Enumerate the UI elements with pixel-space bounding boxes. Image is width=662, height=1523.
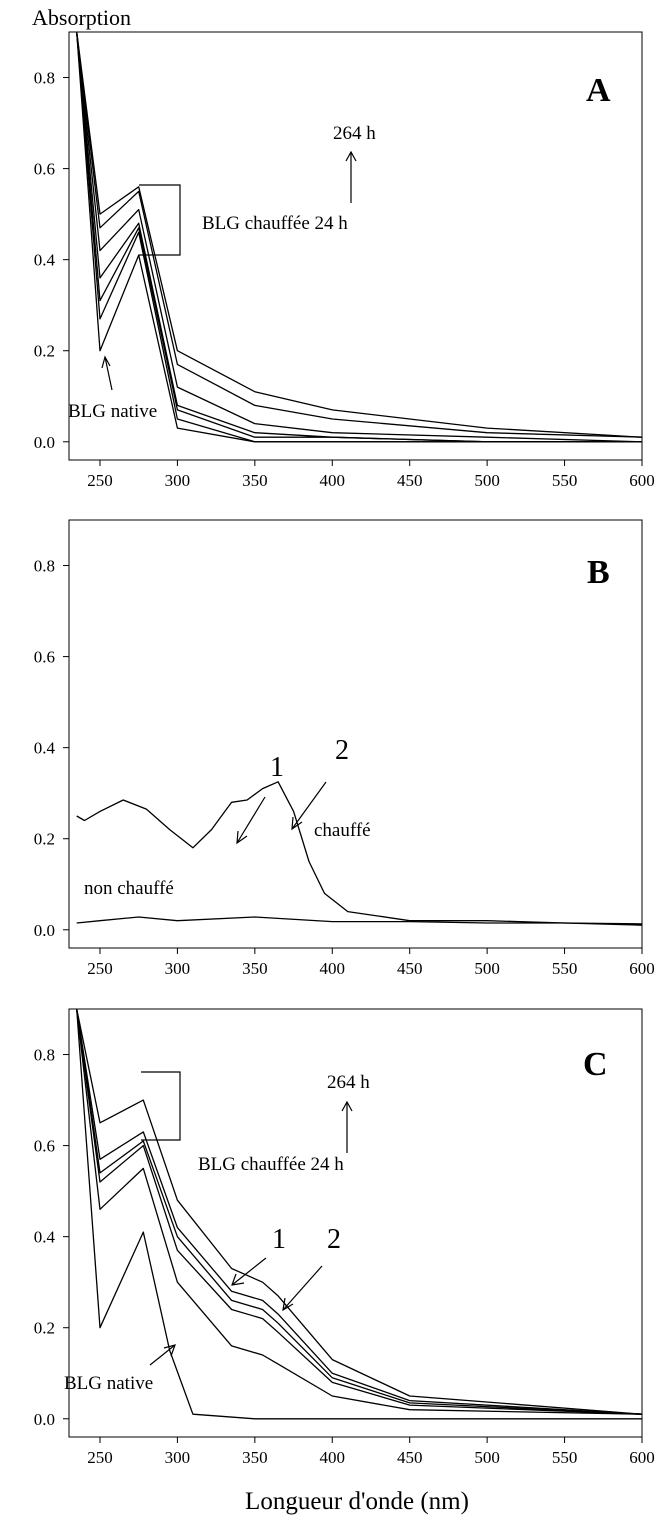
panel-a-native-label: BLG native (68, 401, 157, 422)
panel-c-peak-2-label: 2 (327, 1224, 341, 1255)
panel-c-ticks: 250 300 350 400 450 500 550 600 0.0 0.2 0.4 0.6 0.8 (34, 1046, 655, 1467)
panel-b-peak-1-label: 1 (270, 752, 284, 783)
panel-a-x-tick-label: 450 (397, 471, 423, 490)
panel-c-x-tick-label: 450 (397, 1448, 423, 1467)
panel-a-up-arrow (345, 150, 357, 203)
panel-a-bracket (139, 184, 181, 256)
panel-a-y-tick-label: 0.0 (34, 433, 55, 452)
panel-a-y-tick-label: 0.8 (34, 69, 55, 88)
panel-a-series-curve-6 (76, 31, 643, 438)
panel-c-peak-2-arrow (282, 1265, 323, 1312)
panel-a-letter: A (586, 72, 611, 109)
panel-b-y-tick-label: 0.8 (34, 557, 55, 576)
panel-c-y-tick-label: 0.6 (34, 1137, 55, 1156)
panel-a-ticks: 250 300 350 400 450 500 550 600 0.0 0.2 0.4 0.6 0.8 (34, 69, 655, 490)
panel-c-series-curve-5 (76, 1008, 643, 1415)
panel-c-series-curve-2 (76, 1008, 643, 1415)
panel-c-native-label: BLG native (64, 1373, 153, 1394)
panel-c-series (76, 1008, 643, 1420)
panel-b-x-tick-label: 400 (320, 959, 346, 978)
panel-c-x-tick-label: 400 (320, 1448, 346, 1467)
panel-b-letter: B (587, 554, 610, 591)
panel-c-peak-1-label: 1 (272, 1224, 286, 1255)
panel-c-heated-label: BLG chauffée 24 h (198, 1154, 344, 1175)
x-axis-title: Longueur d'onde (nm) (245, 1488, 469, 1515)
panel-b-peak-2-arrow (291, 781, 327, 831)
panel-a-264h-label: 264 h (333, 123, 376, 144)
panel-b-x-tick-label: 550 (552, 959, 578, 978)
panel-c-series-curve-6 (76, 1008, 643, 1415)
panel-b-y-tick-label: 0.2 (34, 830, 55, 849)
panel-c-x-tick-label: 600 (629, 1448, 655, 1467)
panel-c-y-tick-label: 0.2 (34, 1319, 55, 1338)
panel-c-x-tick-label: 250 (87, 1448, 113, 1467)
panel-b-y-tick-label: 0.6 (34, 648, 55, 667)
panel-b-x-tick-label: 500 (474, 959, 500, 978)
panel-c-letter: C (583, 1046, 608, 1083)
y-axis-title: Absorption (32, 5, 131, 30)
panel-c-y-tick-label: 0.0 (34, 1410, 55, 1429)
panel-b-frame (68, 519, 643, 949)
panel-a-series-curve-4 (76, 31, 642, 443)
panel-b-x-tick-label: 600 (629, 959, 655, 978)
panel-a-native-arrow (101, 355, 113, 391)
panel-b-series-chauff (76, 781, 643, 926)
panel-c-peak-1-arrow (231, 1257, 267, 1286)
panel-c-x-tick-label: 350 (242, 1448, 268, 1467)
panel-b-series (76, 781, 643, 926)
panel-c-x-tick-label: 500 (474, 1448, 500, 1467)
panel-b: 250 300 350 400 450 500 550 6000.00.20.40.60.8 … (34, 519, 655, 978)
panel-a-series-curve-2 (76, 31, 642, 443)
panel-b-x-tick-label: 250 (87, 959, 113, 978)
panel-b-ticks: 250 300 350 400 450 500 550 600 0.0 0.2 0.4 0.6 0.8 (34, 557, 655, 978)
panel-a-frame (68, 31, 643, 461)
panel-b-peak-1-arrow (236, 796, 266, 845)
panel-a-series-curve-1 (76, 31, 642, 443)
panel-c-native-arrow (149, 1344, 176, 1366)
panel-c: 250 300 350 400 450 500 550 6000.00.20.40.60.8 … (34, 1008, 655, 1467)
panel-a-y-tick-label: 0.6 (34, 160, 55, 179)
panel-c-series-curve-4 (76, 1008, 643, 1415)
panel-a-x-tick-label: 300 (165, 471, 191, 490)
panel-c-frame (68, 1008, 643, 1438)
panel-b-peak-2-label: 2 (335, 735, 349, 766)
panel-b-y-tick-label: 0.0 (34, 921, 55, 940)
panel-a-series-curve-5 (76, 31, 643, 443)
panel-c-y-tick-label: 0.4 (34, 1228, 56, 1247)
panel-a-x-tick-label: 350 (242, 471, 268, 490)
panel-a-y-tick-label: 0.2 (34, 342, 55, 361)
panel-a-x-tick-label: 600 (629, 471, 655, 490)
panel-b-x-tick-label: 450 (397, 959, 423, 978)
panel-a-series-curve-3 (76, 31, 642, 443)
panel-b-series-non-chauff (76, 916, 643, 925)
panel-c-x-tick-label: 300 (165, 1448, 191, 1467)
panel-b-not-heated-label: non chauffé (84, 878, 174, 899)
panel-c-series-curve-1 (76, 1008, 642, 1420)
panel-a-heated-label: BLG chauffée 24 h (202, 213, 348, 234)
panel-a-series (76, 31, 643, 443)
panel-c-up-arrow (341, 1100, 353, 1153)
panel-a-x-tick-label: 550 (552, 471, 578, 490)
panel-a: 250 300 350 400 450 500 550 6000.00.20.40.60.8 … (34, 31, 655, 490)
panel-c-264h-label: 264 h (327, 1072, 370, 1093)
panel-b-x-tick-label: 300 (165, 959, 191, 978)
panel-a-x-tick-label: 250 (87, 471, 113, 490)
panel-a-y-tick-label: 0.4 (34, 251, 56, 270)
panel-c-bracket (141, 1071, 181, 1141)
panel-c-series-curve-3 (76, 1008, 643, 1415)
panel-c-y-tick-label: 0.8 (34, 1046, 55, 1065)
panel-a-series-curve-7 (76, 31, 643, 438)
panel-b-y-tick-label: 0.4 (34, 739, 56, 758)
panel-b-heated-label: chauffé (314, 820, 371, 841)
panel-a-x-tick-label: 500 (474, 471, 500, 490)
panel-a-x-tick-label: 400 (320, 471, 346, 490)
panel-c-x-tick-label: 550 (552, 1448, 578, 1467)
panel-b-x-tick-label: 350 (242, 959, 268, 978)
